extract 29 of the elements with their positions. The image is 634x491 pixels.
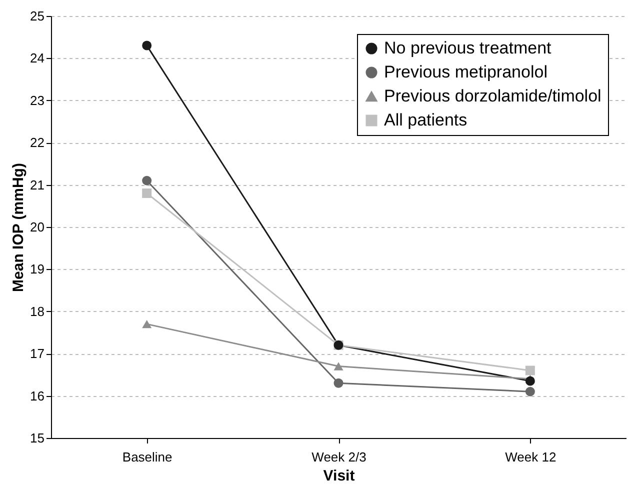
x-tick-label: Week 2/3 (312, 450, 366, 464)
point (142, 40, 152, 50)
y-tick-label: 22 (30, 135, 44, 150)
x-tick-label: Week 12 (505, 450, 556, 464)
x-tick-label: Baseline (122, 450, 172, 464)
point (525, 376, 535, 386)
point (142, 188, 152, 198)
point (334, 378, 344, 388)
legend-label: Previous dorzolamide/timolol (384, 86, 602, 106)
legend-label: All patients (384, 110, 468, 130)
y-tick-label: 16 (30, 388, 44, 404)
y-tick-label: 19 (30, 262, 44, 277)
point (525, 366, 535, 376)
y-tick-label: 24 (30, 50, 44, 66)
y-tick-label: 23 (30, 92, 44, 108)
legend-label: No previous treatment (384, 38, 552, 58)
point (525, 386, 535, 396)
point (334, 362, 344, 370)
point (142, 320, 152, 328)
legend-label: Previous metipranolol (384, 62, 548, 82)
y-axis-title: Mean IOP (mmHg) (10, 163, 28, 292)
y-tick-label: 25 (30, 8, 44, 24)
y-tick-label: 18 (30, 304, 44, 319)
y-tick-label: 21 (30, 177, 44, 192)
x-axis-title: Visit (323, 468, 355, 484)
point (142, 176, 152, 186)
y-tick-label: 20 (30, 220, 44, 234)
y-tick-label: 15 (30, 430, 44, 446)
y-tick-label: 17 (30, 346, 44, 362)
